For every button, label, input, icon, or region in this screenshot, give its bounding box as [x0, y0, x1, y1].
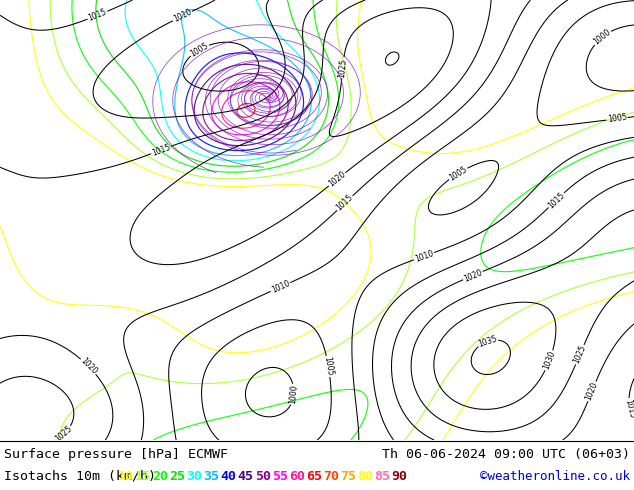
Text: 1010: 1010 [270, 279, 291, 295]
Text: 30: 30 [186, 469, 202, 483]
Text: 1020: 1020 [584, 381, 600, 402]
Text: 10: 10 [118, 469, 134, 483]
Text: 35: 35 [204, 469, 219, 483]
Text: 1005: 1005 [607, 113, 627, 124]
Text: 1025: 1025 [337, 58, 348, 78]
Text: 90: 90 [392, 469, 408, 483]
Text: 40: 40 [221, 469, 236, 483]
Text: 1020: 1020 [462, 268, 484, 283]
Text: Isotachs 10m (km/h): Isotachs 10m (km/h) [4, 469, 164, 483]
Text: 55: 55 [272, 469, 288, 483]
Text: 1025: 1025 [572, 344, 588, 365]
Text: 25: 25 [169, 469, 185, 483]
Text: 70: 70 [323, 469, 339, 483]
Text: 1010: 1010 [172, 8, 193, 24]
Text: 50: 50 [255, 469, 271, 483]
Text: ©weatheronline.co.uk: ©weatheronline.co.uk [480, 469, 630, 483]
Text: 20: 20 [152, 469, 168, 483]
Text: 1005: 1005 [322, 356, 334, 377]
Text: 1010: 1010 [413, 248, 435, 264]
Text: 1000: 1000 [592, 27, 612, 47]
Text: 65: 65 [306, 469, 322, 483]
Text: 45: 45 [238, 469, 254, 483]
Text: 1005: 1005 [189, 41, 210, 58]
Text: 1035: 1035 [477, 334, 498, 349]
Text: 1030: 1030 [541, 350, 557, 371]
Text: 60: 60 [289, 469, 305, 483]
Text: 1015: 1015 [623, 398, 634, 419]
Text: 85: 85 [375, 469, 391, 483]
Text: 1015: 1015 [150, 143, 172, 158]
Text: 75: 75 [340, 469, 356, 483]
Text: 1005: 1005 [448, 165, 469, 182]
Text: Surface pressure [hPa] ECMWF: Surface pressure [hPa] ECMWF [4, 447, 228, 461]
Text: 1015: 1015 [87, 7, 108, 23]
Text: 1015: 1015 [547, 190, 566, 210]
Text: Th 06-06-2024 09:00 UTC (06+03): Th 06-06-2024 09:00 UTC (06+03) [382, 447, 630, 461]
Text: 1000: 1000 [288, 384, 299, 404]
Text: 1015: 1015 [335, 193, 355, 213]
Text: 80: 80 [358, 469, 373, 483]
Text: 15: 15 [135, 469, 151, 483]
Text: 1020: 1020 [79, 356, 98, 376]
Text: 1020: 1020 [327, 170, 347, 189]
Text: 1025: 1025 [53, 424, 74, 443]
